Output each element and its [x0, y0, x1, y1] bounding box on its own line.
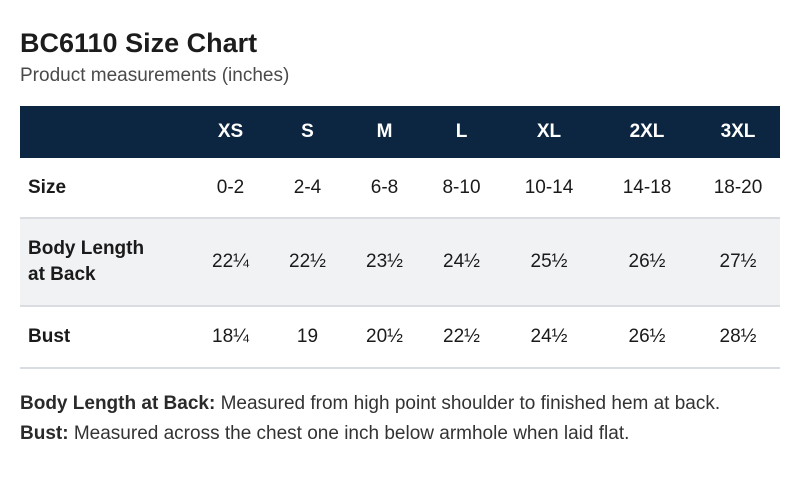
column-header-xs: XS: [217, 121, 244, 142]
table-cell: 18¼: [192, 306, 269, 369]
table-cell: 22¼: [192, 218, 269, 307]
column-header-xl: XL: [536, 121, 562, 142]
measurement-notes: Body Length at Back: Measured from high …: [20, 389, 780, 449]
note-text: Measured across the chest one inch below…: [73, 423, 630, 444]
page-subtitle: Product measurements (inches): [20, 65, 290, 86]
note-label: Bust:: [20, 423, 69, 444]
table-cell: 24½: [500, 306, 598, 369]
row-label-line-2: at Back: [28, 264, 96, 285]
table-cell: 14-18: [598, 158, 696, 219]
column-header-2xl: 2XL: [629, 121, 665, 142]
row-label-size: Size: [20, 158, 192, 219]
row-label-bust: Bust: [20, 306, 192, 369]
note-body-length: Body Length at Back: Measured from high …: [20, 389, 780, 419]
table-row-bust: Bust 18¼ 19 20½ 22½ 24½ 26½ 28½: [20, 306, 780, 369]
table-cell: 23½: [346, 218, 423, 307]
table-cell: 2-4: [269, 158, 346, 219]
page-title: BC6110 Size Chart: [20, 28, 258, 58]
table-cell: 8-10: [423, 158, 500, 219]
table-cell: 24½: [423, 218, 500, 307]
column-header-s: S: [301, 121, 314, 142]
table-cell: 28½: [696, 306, 780, 369]
header-label-cell: [20, 106, 192, 158]
table-row-body-length: Body Length at Back 22¼ 22½ 23½ 24½ 25½ …: [20, 218, 780, 307]
table-cell: 0-2: [192, 158, 269, 219]
row-label-body-length: Body Length at Back: [20, 218, 192, 307]
table-row-size: Size 0-2 2-4 6-8 8-10 10-14 14-18 18-20: [20, 158, 780, 219]
table-cell: 22½: [423, 306, 500, 369]
table-cell: 26½: [598, 218, 696, 307]
size-chart-table: XS S M L XL 2XL 3XL Size 0-2 2-4 6-8 8-1…: [20, 106, 780, 369]
table-cell: 6-8: [346, 158, 423, 219]
table-cell: 26½: [598, 306, 696, 369]
column-header-l: L: [455, 121, 468, 142]
column-header-3xl: 3XL: [720, 121, 756, 142]
table-header-row: XS S M L XL 2XL 3XL: [20, 106, 780, 158]
table-cell: 25½: [500, 218, 598, 307]
table-cell: 22½: [269, 218, 346, 307]
note-label: Body Length at Back:: [20, 393, 216, 414]
table-cell: 18-20: [696, 158, 780, 219]
table-cell: 19: [269, 306, 346, 369]
table-cell: 27½: [696, 218, 780, 307]
table-cell: 20½: [346, 306, 423, 369]
table-cell: 10-14: [500, 158, 598, 219]
note-text: Measured from high point shoulder to fin…: [220, 393, 721, 414]
row-label-line-1: Body Length: [28, 238, 145, 259]
column-header-m: M: [376, 121, 393, 142]
note-bust: Bust: Measured across the chest one inch…: [20, 419, 780, 449]
